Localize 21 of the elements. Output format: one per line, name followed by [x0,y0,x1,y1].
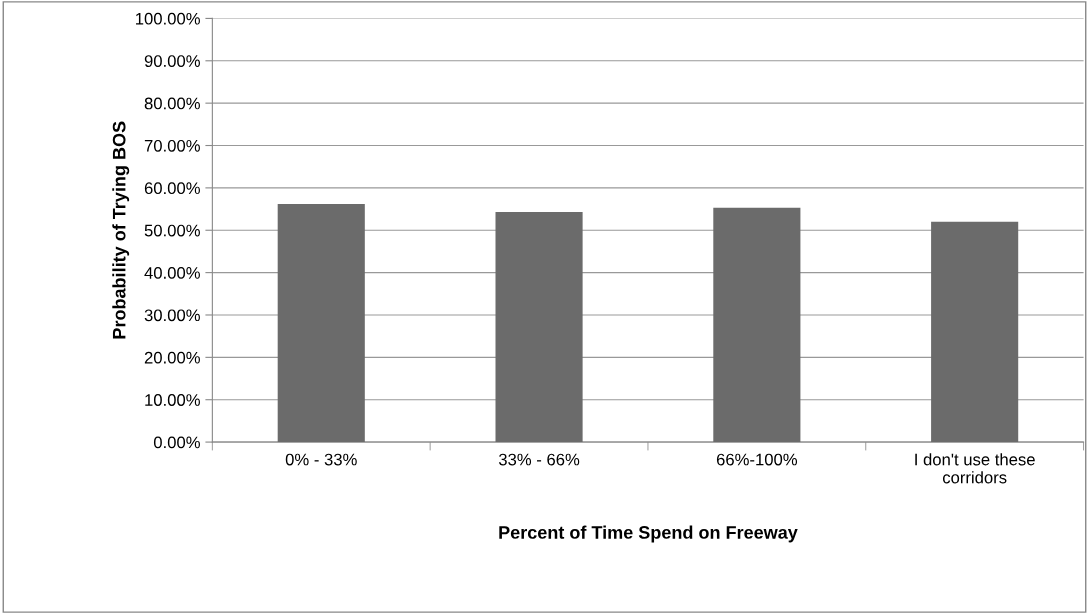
y-axis-title: Probability of Trying BOS [112,121,130,339]
bar [713,207,801,443]
x-tick-label: 66%-100% [716,453,798,466]
x-tick-label: 33% - 66% [498,453,580,466]
x-axis-title: Percent of Time Spend on Freeway [499,525,798,543]
bar [277,203,365,443]
y-tick-label: 50.00% [144,224,200,237]
y-tick-label: 90.00% [144,55,200,67]
x-tick-label: 0% - 33% [285,453,357,466]
bar [495,212,583,443]
bar [931,221,1019,443]
y-tick-label: 100.00% [136,12,200,25]
y-tick-label: 40.00% [144,267,200,279]
y-tick-label: 20.00% [144,351,200,364]
y-tick-label: 60.00% [144,182,200,195]
y-tick-label: 30.00% [144,309,200,322]
y-tick-label: 0.00% [153,436,200,449]
x-tick-label: I don't use these corridors [915,453,1035,484]
y-tick-label: 10.00% [145,394,200,406]
y-tick-label: 70.00% [144,139,200,152]
y-tick-label: 80.00% [144,97,200,110]
